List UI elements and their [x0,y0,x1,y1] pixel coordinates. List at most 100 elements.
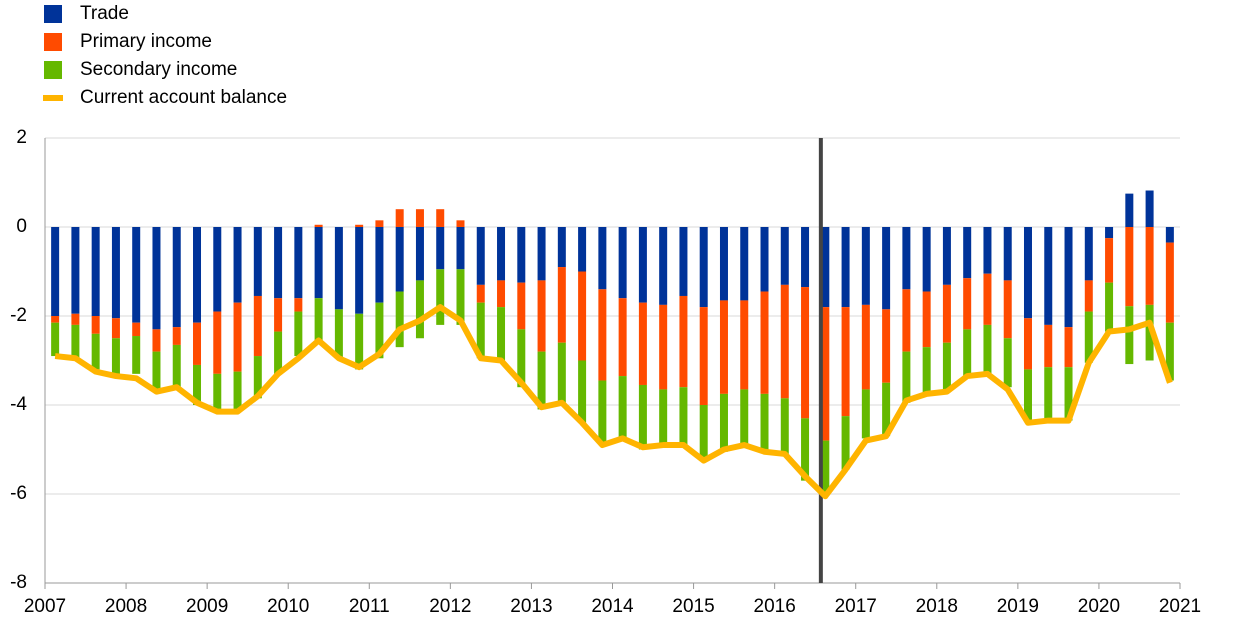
bar-segment [821,227,830,308]
bar-segment [740,227,749,301]
bar-segment [1023,369,1032,421]
bar-segment [801,418,810,481]
bar-segment [760,291,769,394]
bar-segment [1125,193,1134,227]
legend-label: Secondary income [80,59,237,80]
bar-segment [537,227,546,281]
bar-segment [355,313,364,370]
bar-segment [517,282,526,330]
bar-segment [638,302,647,385]
x-tick-label: 2021 [1159,596,1201,617]
bar-segment [618,376,627,439]
bar-segment [1125,227,1134,307]
bar-segment [679,227,688,296]
bar-segment [740,389,749,448]
bar-segment [659,304,668,390]
bar-segment [193,322,202,365]
bar-segment [334,227,343,310]
bar-segment [436,269,445,325]
bar-segment [91,333,100,370]
bar-segment [1084,227,1093,281]
bar-segment [679,387,688,446]
bar-segment [1165,227,1174,243]
bar-segment [740,300,749,390]
bar-segment [193,364,202,405]
bar-segment [334,309,343,359]
bar-segment [719,393,728,452]
bar-segment [1003,280,1012,339]
bar-segment [132,322,141,337]
bar-segment [111,318,120,339]
bar-segment [578,227,587,272]
bar-segment [51,316,60,323]
bar-segment [598,227,607,290]
bar-segment [152,351,161,392]
bar-segment [111,227,120,319]
bar-segment [780,227,789,285]
bar-segment [274,331,283,374]
bar-segment [375,220,384,227]
bar-segment [1064,367,1073,421]
bar-segment [172,327,181,345]
bar-segment [882,227,891,310]
bar-segment [476,227,485,285]
bar-segment [436,209,445,227]
bar-segment [111,338,120,374]
bar-segment [1145,190,1154,227]
bar-segment [476,302,485,359]
bar-segment [780,284,789,399]
bar-segment [841,416,850,470]
bar-segment [1064,227,1073,328]
bar-segment [456,269,465,325]
bar-segment [253,227,262,296]
bar-segment [598,289,607,381]
x-tick-label: 2017 [835,596,877,617]
x-tick-label: 2012 [429,596,471,617]
bar-segment [902,351,911,403]
bar-segment [233,302,242,372]
bar-segment [578,271,587,361]
bar-segment [578,360,587,423]
y-tick-label: 2 [16,127,27,148]
bar-segment [902,289,911,352]
bar-segment [375,302,384,359]
bar-segment [152,329,161,352]
bar-segment [638,227,647,303]
bar-segment [537,351,546,410]
bar-segment [618,227,627,299]
bar-segment [882,309,891,383]
x-tick-label: 2016 [754,596,796,617]
bar-segment [598,380,607,443]
x-tick-label: 2015 [672,596,714,617]
bar-segment [963,278,972,330]
legend-swatch [44,5,62,23]
bar-segment [497,307,506,361]
bar-segment [699,227,708,308]
bar-segment [294,311,303,357]
bar-segment [679,295,688,388]
bar-segment [659,389,668,448]
bar-segment [1044,227,1053,325]
bar-segment [719,227,728,301]
x-tick-label: 2018 [916,596,958,617]
bar-segment [1105,227,1114,239]
bar-segment [1023,227,1032,319]
bar-segment [760,393,769,452]
bar-segment [71,313,80,325]
x-tick-label: 2014 [591,596,634,617]
bar-segment [922,227,931,292]
bar-segment [314,227,323,299]
x-tick-label: 2011 [349,596,390,617]
bar-segment [922,291,931,348]
bar-segment [51,322,60,357]
bar-segment [415,209,424,227]
bar-segment [841,307,850,417]
bar-segment [517,227,526,283]
bar-segment [436,227,445,270]
x-tick-label: 2010 [267,596,309,617]
x-tick-label: 2020 [1078,596,1120,617]
bar-segment [1105,282,1114,332]
bar-segment [557,267,566,343]
bar-segment [71,227,80,314]
